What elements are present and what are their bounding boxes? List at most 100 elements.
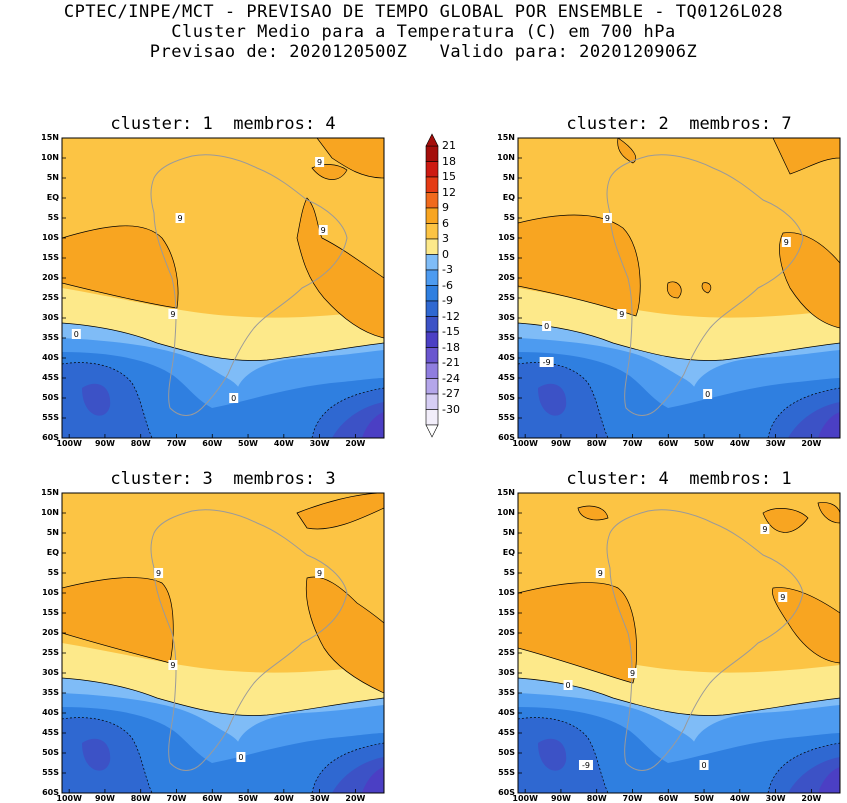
field-band (538, 738, 567, 771)
contour-label-bg (318, 225, 328, 235)
contour-label: 0 (544, 322, 549, 331)
colorbar-label: -30 (442, 402, 460, 416)
coastline (606, 154, 804, 416)
colorbar-label: 3 (442, 232, 449, 245)
panel-2-frame (517, 137, 841, 439)
colorbar-label: -12 (442, 309, 460, 323)
x-tick-label: 80W (130, 794, 151, 803)
y-tick-label: 30S (42, 668, 59, 677)
warm-region-9 (62, 225, 179, 309)
x-tick-label: 100W (56, 439, 82, 448)
y-tick-label: 55S (498, 768, 515, 777)
contour-label: 9 (317, 158, 322, 167)
colorbar-swatch (425, 145, 439, 162)
x-tick-label: 40W (273, 439, 294, 448)
y-tick-label: 50S (498, 393, 515, 402)
colorbar-swatch (425, 347, 439, 364)
x-tick-label: 30W (309, 439, 330, 448)
y-tick-label: 45S (498, 373, 515, 382)
contour-label: 9 (156, 569, 161, 578)
y-tick-label: 5N (46, 173, 59, 182)
x-tick-label: 80W (130, 439, 151, 448)
x-tick-label: 50W (694, 439, 715, 448)
colorbar-label: -24 (442, 371, 460, 385)
contour-label: 9 (598, 569, 603, 578)
y-tick-label: 10S (42, 233, 59, 242)
colorbar-swatch (425, 207, 439, 224)
x-tick-label: 90W (550, 794, 571, 803)
field-band (362, 767, 384, 793)
contour-label: 9 (780, 593, 785, 602)
colorbar-swatch (425, 223, 439, 240)
x-tick-label: 70W (622, 439, 643, 448)
colorbar-label: 9 (442, 201, 449, 214)
x-tick-label: 50W (694, 794, 715, 803)
colorbar-label: -27 (442, 387, 460, 400)
y-tick-label: 20S (498, 273, 515, 282)
contour-line-neg9 (518, 362, 609, 438)
contour-label-bg (539, 357, 554, 367)
y-tick-label: 60S (498, 788, 515, 797)
colorbar-swatch (425, 362, 439, 379)
x-tick-label: 60W (202, 439, 223, 448)
y-tick-label: 45S (498, 728, 515, 737)
coastline (606, 509, 804, 771)
y-tick-label: 10N (41, 508, 59, 517)
contour-line-neg9 (311, 742, 384, 793)
contour-label-bg (315, 157, 325, 167)
contour-line-neg9 (62, 717, 153, 793)
y-tick-label: 15N (497, 488, 515, 497)
colorbar-bottom-arrow (425, 424, 439, 438)
contour-label-bg (154, 568, 164, 578)
contour-label: 0 (701, 761, 706, 770)
y-tick-label: 10S (498, 233, 515, 242)
colorbar-swatch (425, 161, 439, 178)
x-tick-label: 30W (765, 439, 786, 448)
x-tick-label: 30W (309, 794, 330, 803)
colorbar-label: -15 (442, 325, 460, 338)
x-tick-label: 40W (273, 794, 294, 803)
y-tick-label: 5S (47, 213, 59, 222)
x-tick-label: 70W (166, 794, 187, 803)
panel-4-frame (517, 492, 841, 794)
x-tick-label: 70W (166, 439, 187, 448)
x-tick-label: 90W (550, 439, 571, 448)
contour-label: 0 (231, 394, 236, 403)
y-tick-label: 5N (46, 528, 59, 537)
warm-region-9 (577, 505, 609, 521)
y-tick-label: 15S (42, 253, 59, 262)
y-tick-label: EQ (502, 548, 515, 557)
contour-label: 9 (784, 238, 789, 247)
coastline (150, 509, 348, 771)
colorbar-swatch (425, 300, 439, 317)
colorbar-swatch (425, 393, 439, 410)
contour-label: 9 (762, 525, 767, 534)
contour-line-neg9 (767, 742, 840, 793)
panel-1-title: cluster: 1 membros: 4 (110, 114, 336, 134)
y-tick-label: EQ (502, 193, 515, 202)
x-tick-label: 50W (238, 439, 259, 448)
colorbar-label: 12 (442, 185, 456, 199)
y-tick-label: 5N (502, 173, 515, 182)
y-tick-label: 30S (42, 313, 59, 322)
contour-label: 9 (317, 569, 322, 578)
warm-region-9 (617, 138, 637, 164)
contour-label-bg (236, 752, 246, 762)
subtitle-dates: Previsao de: 2020120500Z Valido para: 20… (149, 42, 698, 62)
colorbar-swatch (425, 285, 439, 302)
y-tick-label: 60S (498, 433, 515, 442)
y-tick-label: 30S (498, 313, 515, 322)
contour-line-0 (62, 322, 384, 361)
contour-label: 9 (321, 226, 326, 235)
contour-label-bg (627, 668, 637, 678)
field-band (818, 412, 840, 438)
x-tick-label: 80W (586, 439, 607, 448)
y-tick-label: 35S (498, 333, 515, 342)
colorbar-label: 18 (442, 154, 456, 168)
panel-3-field (62, 493, 384, 793)
contour-label-bg (229, 393, 239, 403)
y-tick-label: 10S (42, 588, 59, 597)
x-tick-label: 90W (94, 794, 115, 803)
panel-4-title: cluster: 4 membros: 1 (566, 469, 792, 489)
contour-label: -9 (582, 761, 590, 770)
